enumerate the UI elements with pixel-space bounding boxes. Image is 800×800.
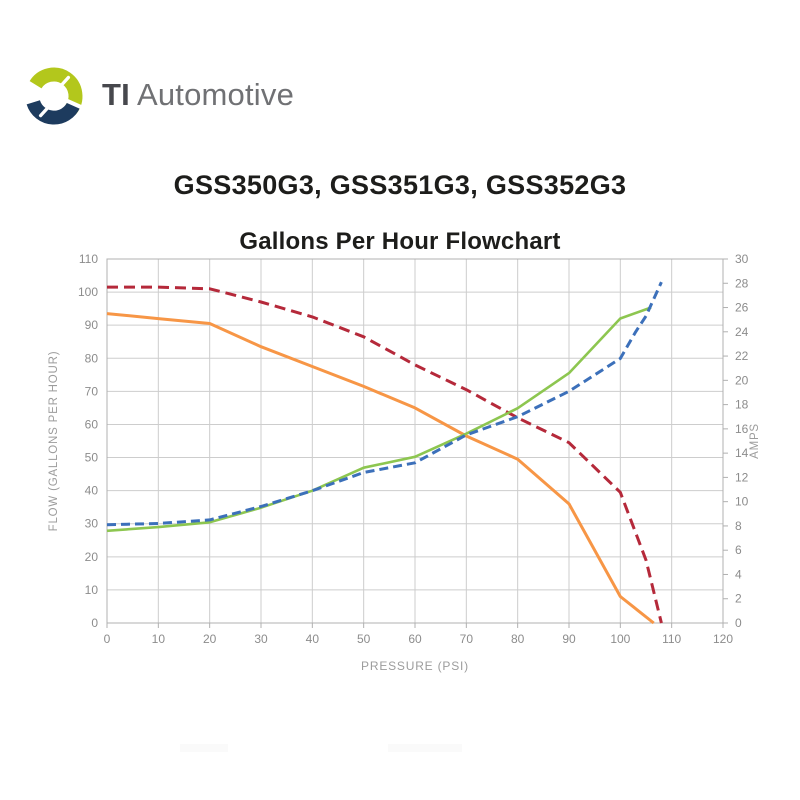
x-axis-title: PRESSURE (PSI) [361, 659, 469, 673]
y-left-tick-label: 100 [78, 285, 98, 299]
brand-logo: TI Automotive [20, 60, 294, 130]
y-left-tick-label: 50 [85, 451, 99, 465]
ti-automotive-swirl-icon [26, 67, 84, 125]
y-left-tick-label: 30 [85, 517, 99, 531]
y-right-tick-label: 12 [735, 470, 749, 484]
y-right-tick-label: 14 [735, 446, 749, 460]
x-tick-label: 0 [104, 632, 111, 646]
y-right-tick-label: 6 [735, 543, 742, 557]
y-left-tick-label: 40 [85, 484, 99, 498]
y-right-tick-label: 16 [735, 422, 749, 436]
x-tick-label: 120 [713, 632, 733, 646]
x-tick-label: 100 [610, 632, 630, 646]
series-flow-orange-solid [106, 312, 655, 625]
y-left-tick-label: 60 [85, 417, 99, 431]
brand-name-ti: TI [102, 77, 130, 112]
y-right-tick-label: 0 [735, 616, 742, 630]
y-left-tick-label: 70 [85, 384, 99, 398]
series-amps-blue-dashed [106, 281, 663, 527]
series-flow-red-dashed [107, 285, 663, 624]
x-tick-label: 30 [254, 632, 268, 646]
x-tick-label: 50 [357, 632, 371, 646]
product-title: GSS350G3, GSS351G3, GSS352G3 [173, 170, 627, 200]
chart-title: Gallons Per Hour Flowchart [239, 228, 561, 255]
faint-artifact [180, 744, 228, 752]
y-left-tick-label: 10 [85, 583, 99, 597]
y-left-tick-label: 0 [91, 616, 98, 630]
brand-name: TI Automotive [102, 77, 294, 113]
y-right-tick-label: 26 [735, 301, 749, 315]
x-tick-label: 20 [203, 632, 217, 646]
x-tick-label: 10 [152, 632, 166, 646]
x-tick-label: 40 [306, 632, 320, 646]
x-tick-label: 110 [662, 632, 681, 646]
y-right-tick-label: 22 [735, 349, 749, 363]
y-left-tick-label: 110 [79, 252, 98, 266]
y-right-tick-label: 20 [735, 373, 749, 387]
brand-name-automotive: Automotive [136, 77, 295, 112]
series-amps-green-solid [106, 306, 652, 533]
x-tick-label: 90 [562, 632, 576, 646]
x-tick-label: 80 [511, 632, 525, 646]
y-right-tick-label: 18 [735, 398, 749, 412]
y-right-axis-title: AMPS [749, 423, 761, 459]
y-left-tick-label: 20 [85, 550, 99, 564]
y-left-tick-label: 90 [85, 318, 99, 332]
y-right-tick-label: 24 [735, 325, 749, 339]
faint-artifact [388, 744, 462, 752]
y-right-tick-label: 30 [735, 252, 749, 266]
y-right-tick-label: 10 [735, 495, 749, 509]
y-right-tick-label: 28 [735, 276, 749, 290]
y-right-tick-label: 2 [735, 592, 742, 606]
x-tick-label: 60 [408, 632, 422, 646]
y-left-tick-label: 80 [85, 351, 99, 365]
x-tick-label: 70 [460, 632, 474, 646]
y-left-axis-title: FLOW (GALLONS PER HOUR) [48, 351, 60, 532]
y-right-tick-label: 4 [735, 567, 742, 581]
y-right-tick-label: 8 [735, 519, 742, 533]
